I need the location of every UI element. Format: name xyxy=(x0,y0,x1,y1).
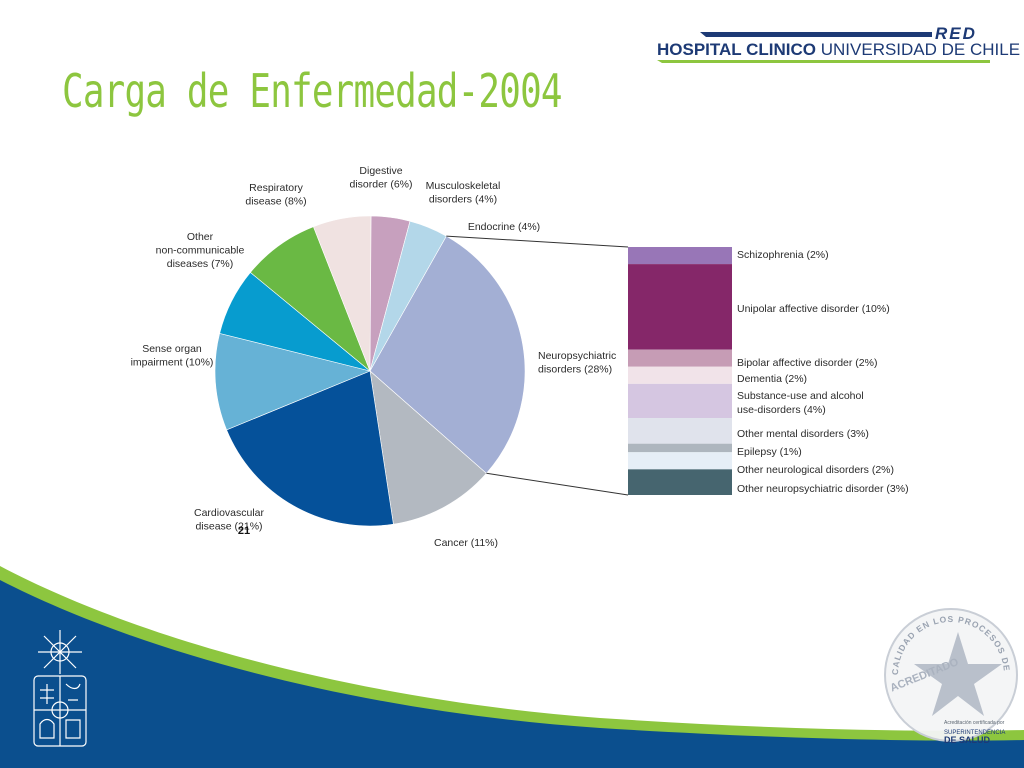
slice-label-neuropsychiatric-disorders: Neuropsychiatric disorders (28%) xyxy=(538,350,616,376)
breakdown-label-substance-use-and-alcohol-use-disorders: Substance-use and alcohol use-disorders (… xyxy=(737,390,864,416)
slice-label-sense-organ-impairment: Sense organ impairment (10%) xyxy=(131,343,214,369)
hospital-name-light: UNIVERSIDAD DE CHILE xyxy=(820,40,1021,59)
breakdown-segment-other-neurological-disorders xyxy=(628,452,732,470)
breakdown-label-unipolar-affective-disorder: Unipolar affective disorder (10%) xyxy=(737,303,890,315)
breakdown-label-other-neurological-disorders: Other neurological disorders (2%) xyxy=(737,464,894,476)
page-title: Carga de Enfermedad-2004 xyxy=(62,64,563,118)
seal-org-bottom: DE SALUD xyxy=(944,735,991,745)
breakdown-bar xyxy=(628,247,732,495)
red-label: RED xyxy=(935,24,977,43)
breakdown-label-schizophrenia: Schizophrenia (2%) xyxy=(737,249,829,261)
university-crest-icon xyxy=(33,630,87,747)
breakdown-segment-schizophrenia xyxy=(628,247,732,265)
breakdown-label-bipolar-affective-disorder: Bipolar affective disorder (2%) xyxy=(737,357,877,369)
hospital-logo-bars xyxy=(657,32,990,63)
breakdown-label-other-mental-disorders: Other mental disorders (3%) xyxy=(737,428,869,440)
slice-label-respiratory-disease: Respiratory disease (8%) xyxy=(245,182,306,208)
accreditation-star-icon: CALIDAD EN LOS PROCESOS DE ATENCION EN S… xyxy=(876,600,1018,745)
hospital-name-bold: HOSPITAL CLINICO xyxy=(657,40,816,59)
slice-label-cardiovascular-disease: Cardiovascular disease (21%) xyxy=(194,507,265,533)
slice-label-cancer: Cancer (11%) xyxy=(434,537,498,549)
breakdown-segment-unipolar-affective-disorder xyxy=(628,264,732,350)
pie-slice-sense-organ-impairment xyxy=(214,333,371,431)
slice-label-other-non-communicable-diseases: Other non-communicable diseases (7%) xyxy=(156,231,245,270)
slice-label-endocrine: Endocrine (4%) xyxy=(468,221,540,233)
slice-label-musculoskeletal-disorders: Musculoskeletal disorders (4%) xyxy=(426,180,501,206)
annotation-number: 21 xyxy=(238,525,250,537)
breakdown-label-other-neuropsychiatric-disorder: Other neuropsychiatric disorder (3%) xyxy=(737,483,909,495)
pie-slice-cardiovascular-disease xyxy=(226,370,394,527)
breakdown-label-epilepsy: Epilepsy (1%) xyxy=(737,446,802,458)
breakdown-segment-other-mental-disorders xyxy=(628,418,732,444)
citation-text: Prince M, Patel V, Saxena S, Maj M, Mase… xyxy=(502,644,817,692)
pie-slice-cancer xyxy=(369,370,487,525)
breakdown-label-dementia: Dementia (2%) xyxy=(737,373,807,385)
seal-small-text: Acreditación certificada por xyxy=(944,720,1005,726)
breakdown-segment-bipolar-affective-disorder xyxy=(628,349,732,367)
pie-slice-neuropsychiatric-disorders xyxy=(369,235,526,474)
connector-bottom xyxy=(486,472,629,496)
breakdown-segment-dementia xyxy=(628,366,732,384)
hospital-name: HOSPITAL CLINICO UNIVERSIDAD DE CHILE xyxy=(657,40,1020,60)
breakdown-segment-epilepsy xyxy=(628,443,732,453)
breakdown-segment-other-neuropsychiatric-disorder xyxy=(628,469,732,495)
pie xyxy=(214,215,526,527)
breakdown-segment-substance-use-and-alcohol-use-disorders xyxy=(628,383,732,419)
connector-top xyxy=(446,235,629,248)
seal-org-top: SUPERINTENDENCIA xyxy=(944,730,1005,736)
slice-label-digestive-disorder: Digestive disorder (6%) xyxy=(349,165,412,191)
